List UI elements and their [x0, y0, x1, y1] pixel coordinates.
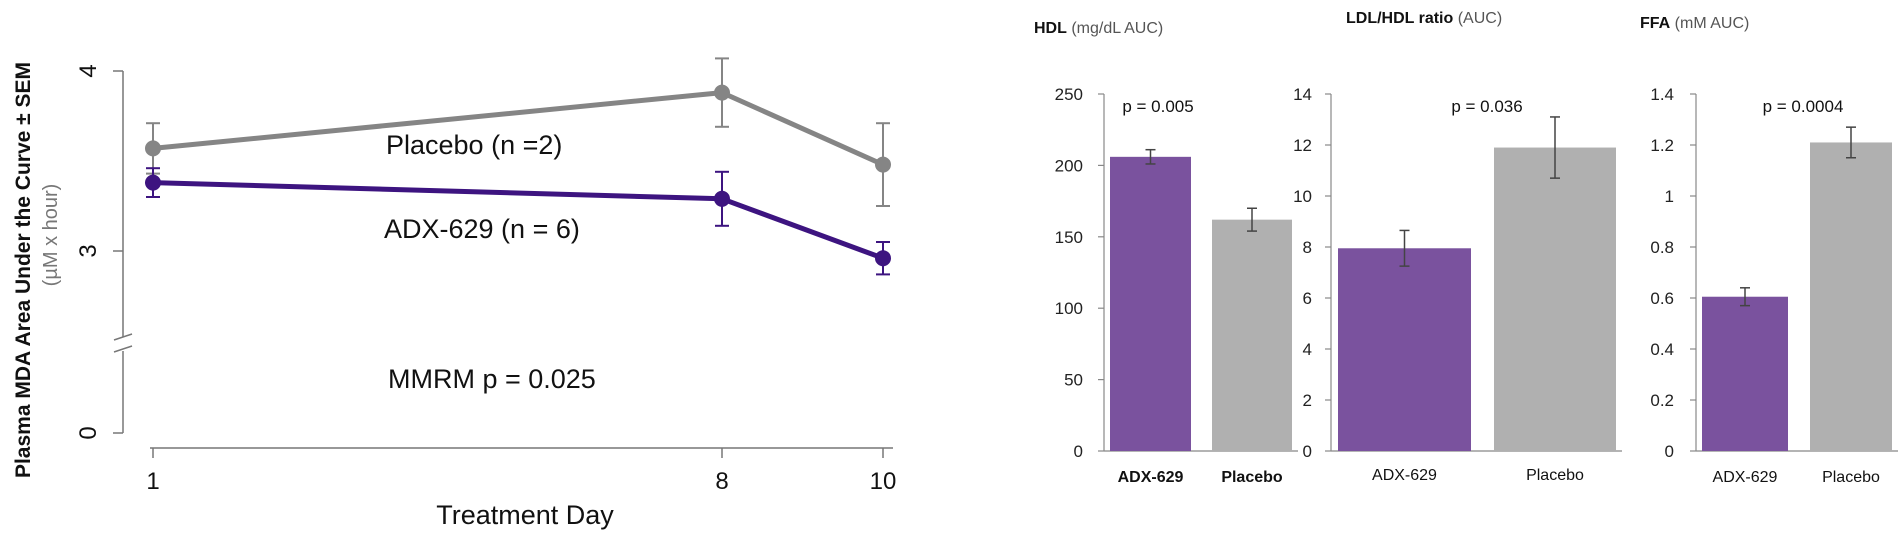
line-marks — [145, 57, 891, 276]
bar-placebo — [1494, 147, 1616, 452]
category-label-placebo: Placebo — [1822, 469, 1880, 486]
y-tick-label: 14 — [1293, 85, 1312, 104]
chart-title: HDL (mg/dL AUC) — [1034, 20, 1163, 37]
chart-title: LDL/HDL ratio (AUC) — [1346, 10, 1502, 27]
y-tick-label-0: 0 — [75, 426, 102, 439]
category-label-placebo: Placebo — [1526, 467, 1584, 484]
y-tick-label: 0.2 — [1650, 391, 1674, 410]
mda-line-chart: Plasma MDA Area Under the Curve ± SEM (µ… — [12, 57, 897, 530]
y-tick-label: 1.4 — [1650, 85, 1674, 104]
axis-break-mark-2 — [113, 345, 133, 353]
x-axis-label: Treatment Day — [436, 500, 614, 530]
y-tick-label-3: 3 — [75, 244, 102, 257]
x-tick-label-1: 1 — [146, 468, 159, 495]
chart-title-bold: HDL — [1034, 20, 1067, 37]
bar-placebo — [1810, 142, 1892, 451]
series-label-placebo: Placebo (n =2) — [386, 130, 562, 160]
y-tick-label: 0.6 — [1650, 289, 1674, 308]
ffa-bar-chart: FFA (mM AUC) 0 0.2 0.4 0.6 0.8 1 1.2 1.4 ADX-629… — [1640, 15, 1898, 486]
chart-title: FFA (mM AUC) — [1640, 15, 1749, 32]
data-point-placebo — [875, 156, 891, 173]
data-point-placebo — [145, 140, 161, 157]
y-tick-label: 50 — [1064, 371, 1083, 390]
chart-title-unit: (mM AUC) — [1675, 15, 1750, 32]
category-label-adx629: ADX-629 — [1118, 469, 1184, 486]
y-tick-label: 6 — [1303, 289, 1312, 308]
y-tick-label: 0.8 — [1650, 238, 1674, 257]
y-tick-label: 250 — [1055, 85, 1083, 104]
bar-adx629 — [1338, 248, 1471, 451]
y-tick-label: 0.4 — [1650, 340, 1674, 359]
y-tick-label: 12 — [1293, 136, 1312, 155]
y-tick-label: 4 — [1303, 340, 1312, 359]
y-tick-label: 200 — [1055, 156, 1083, 175]
category-label-placebo: Placebo — [1221, 469, 1283, 486]
y-tick-label: 2 — [1303, 391, 1312, 410]
chart-title-unit: (AUC) — [1458, 10, 1502, 27]
y-tick-label: 0 — [1303, 442, 1312, 461]
bar-adx629 — [1702, 296, 1788, 451]
y-tick-label: 1 — [1665, 187, 1674, 206]
chart-title-unit: (mg/dL AUC) — [1071, 20, 1163, 37]
p-value-annotation: p = 0.036 — [1451, 97, 1522, 116]
hdl-bar-chart: HDL (mg/dL AUC) 0 50 100 150 200 250 ADX-629 Pl… — [1034, 20, 1298, 486]
bar-placebo — [1212, 219, 1292, 451]
x-tick-label-10: 10 — [870, 468, 897, 495]
y-tick-label: 0 — [1074, 442, 1083, 461]
p-value-annotation: p = 0.005 — [1122, 97, 1193, 116]
y-tick-label-4: 4 — [75, 64, 102, 77]
data-point-placebo — [714, 84, 730, 101]
axis-break-mark-1 — [113, 333, 133, 341]
series-label-adx629: ADX-629 (n = 6) — [384, 214, 580, 244]
category-label-adx629: ADX-629 — [1372, 467, 1437, 484]
chart-title-bold: LDL/HDL ratio — [1346, 10, 1453, 27]
category-label-adx629: ADX-629 — [1713, 469, 1778, 486]
bar-adx629 — [1110, 156, 1191, 451]
y-tick-label: 100 — [1055, 299, 1083, 318]
chart-title-bold: FFA — [1640, 15, 1671, 32]
ldl-hdl-ratio-bar-chart: LDL/HDL ratio (AUC) 0 2 4 6 8 10 12 14 ADX-629 Pl… — [1293, 10, 1622, 484]
x-tick-label-8: 8 — [715, 468, 728, 495]
y-tick-label: 10 — [1293, 187, 1312, 206]
y-axis-label: Plasma MDA Area Under the Curve ± SEM — [12, 62, 35, 478]
y-tick-label: 0 — [1665, 442, 1674, 461]
data-point-adx629 — [145, 174, 161, 191]
p-value-annotation: p = 0.0004 — [1763, 97, 1844, 116]
data-point-adx629 — [714, 190, 730, 207]
y-tick-label: 1.2 — [1650, 136, 1674, 155]
y-tick-label: 150 — [1055, 228, 1083, 247]
mmrm-annotation: MMRM p = 0.025 — [388, 364, 596, 394]
data-point-adx629 — [875, 250, 891, 267]
y-axis-unit-label: (µM x hour) — [40, 184, 62, 287]
y-tick-label: 8 — [1303, 238, 1312, 257]
